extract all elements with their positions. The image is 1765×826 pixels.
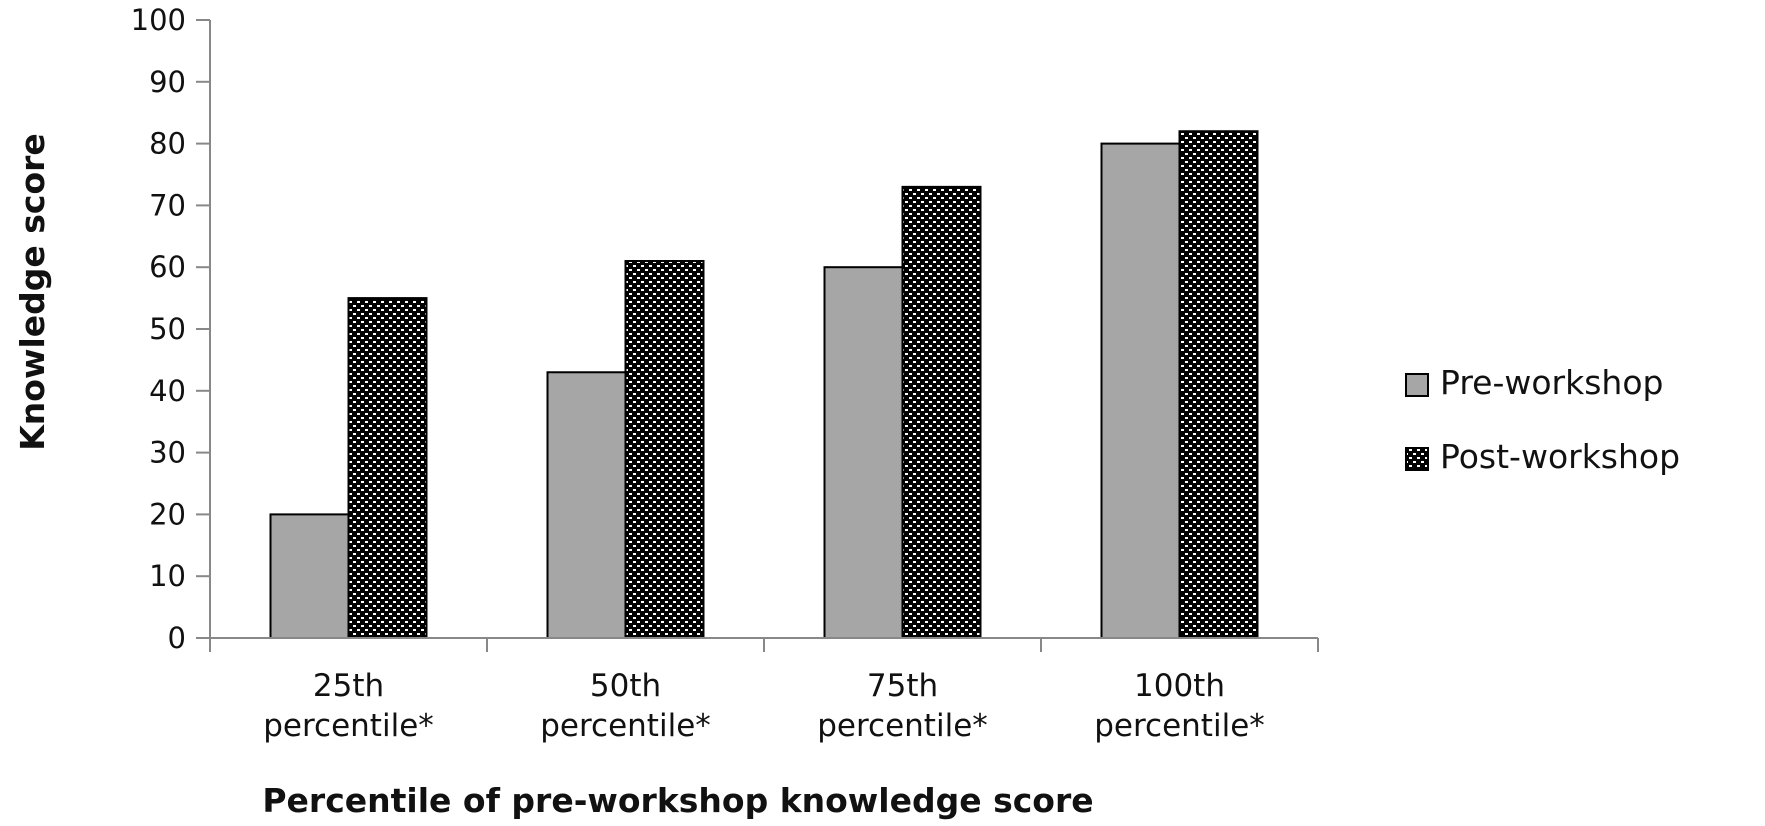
y-tick-label: 30 xyxy=(149,436,186,470)
y-tick-label: 10 xyxy=(149,559,186,593)
bar-post-workshop-3 xyxy=(901,185,982,640)
x-category-label: 75th percentile* xyxy=(817,668,988,744)
y-tick-label: 50 xyxy=(149,312,186,346)
x-category-label: 50th percentile* xyxy=(540,668,711,744)
legend-label-post-workshop: Post-workshop xyxy=(1440,437,1680,476)
legend: Pre-workshop Post-workshop xyxy=(1405,363,1680,476)
x-axis: 25th percentile* 50th percentile* 75th percen… xyxy=(209,637,1319,744)
y-tick-label: 90 xyxy=(149,65,186,99)
y-tick-label: 40 xyxy=(149,374,186,408)
legend-swatch-pre-workshop xyxy=(1405,373,1429,397)
bar-post-workshop-1 xyxy=(347,297,428,639)
bar-pre-workshop-4 xyxy=(1100,142,1181,639)
y-tick-label: 80 xyxy=(149,127,186,161)
legend-swatch-post-workshop xyxy=(1405,447,1429,471)
bar-post-workshop-2 xyxy=(624,260,705,639)
x-category-label: 100th percentile* xyxy=(1094,668,1265,744)
y-tick-label: 100 xyxy=(131,3,186,37)
y-tick-label: 0 xyxy=(168,621,186,655)
bar-post-workshop-4 xyxy=(1178,130,1259,640)
bar-pre-workshop-3 xyxy=(823,266,904,639)
bar-pre-workshop-2 xyxy=(546,371,627,639)
y-tick-label: 60 xyxy=(149,250,186,284)
y-axis: 0 10 20 30 40 50 60 70 80 90 100 xyxy=(131,3,211,655)
y-tick-label: 20 xyxy=(149,497,186,531)
legend-label-pre-workshop: Pre-workshop xyxy=(1440,363,1663,402)
plot-area xyxy=(269,130,1259,640)
y-axis-title: Knowledge score xyxy=(13,133,52,451)
y-tick-label: 70 xyxy=(149,188,186,222)
x-category-label: 25th percentile* xyxy=(263,668,434,744)
bar-pre-workshop-1 xyxy=(269,513,350,640)
x-axis-title: Percentile of pre-workshop knowledge sco… xyxy=(262,781,1093,820)
